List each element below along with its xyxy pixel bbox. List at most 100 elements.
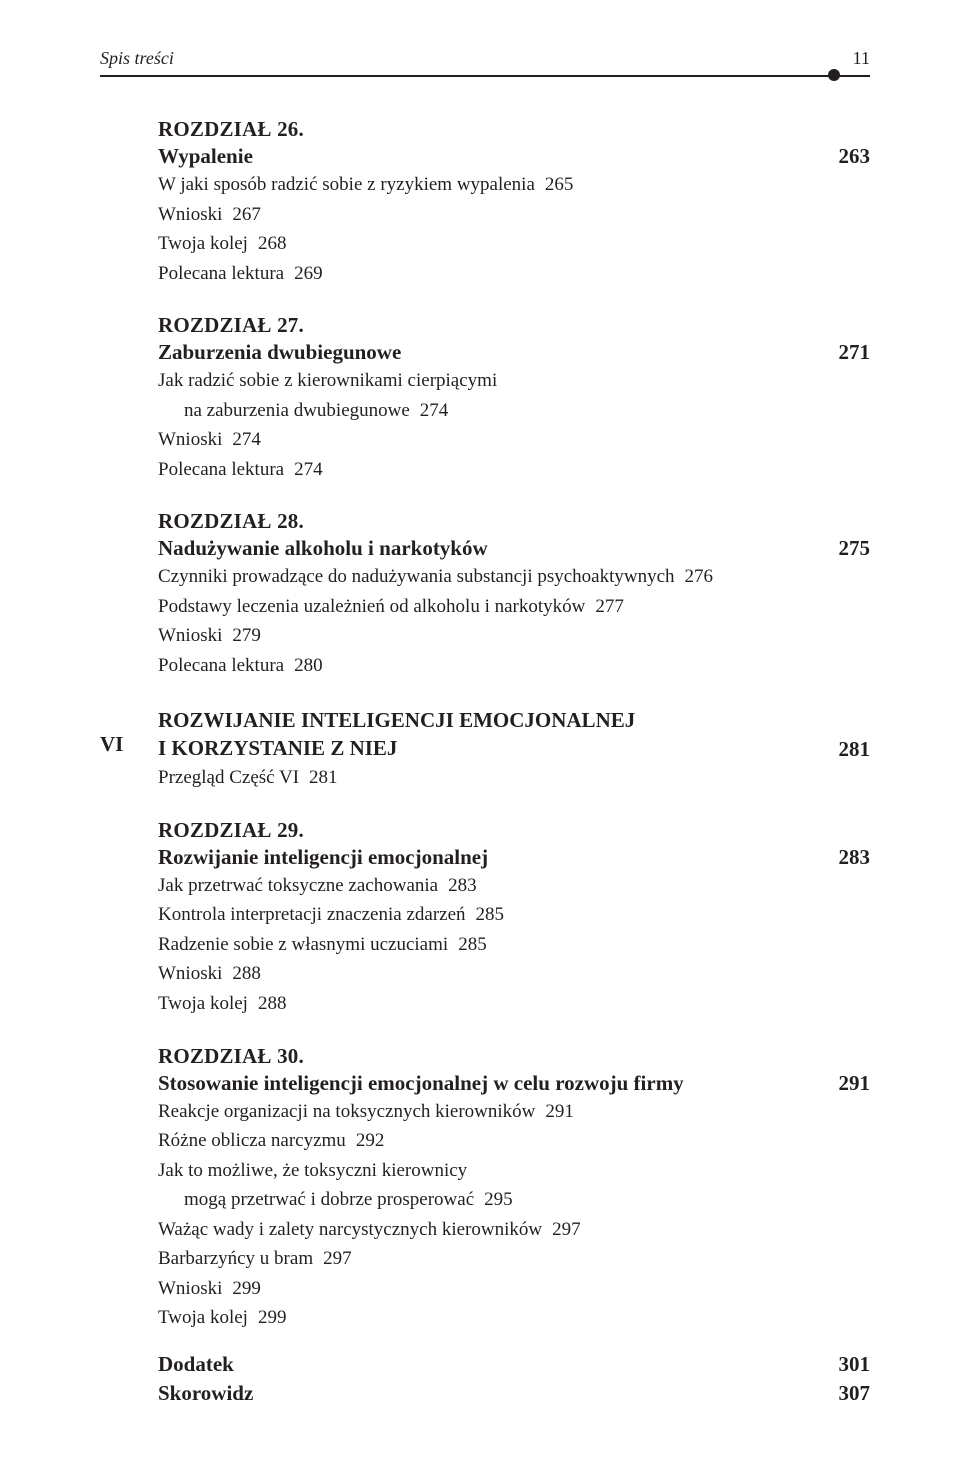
sub-text: Radzenie sobie z własnymi uczuciami: [158, 934, 448, 955]
chapter-label-26: ROZDZIAŁ 26.: [158, 117, 870, 142]
sub-text: Twoja kolej: [158, 1307, 248, 1328]
toc-sub: Reakcje organizacji na toksycznych kiero…: [158, 1098, 870, 1126]
toc-sub: Wnioski267: [158, 201, 870, 229]
sub-num: 288: [222, 963, 261, 984]
toc-sub: Wnioski279: [158, 622, 870, 650]
chapter-row-27: Zaburzenia dwubiegunowe 271: [158, 340, 870, 365]
chapter-page-26: 263: [823, 144, 871, 169]
header-rule: [100, 75, 870, 89]
toc-sub: Twoja kolej268: [158, 230, 870, 258]
sub-text: W jaki sposób radzić sobie z ryzykiem wy…: [158, 174, 535, 195]
sub-num: 297: [542, 1219, 581, 1240]
sub-text: Jak radzić sobie z kierownikami cierpiąc…: [158, 370, 497, 391]
sub-num: 267: [222, 204, 261, 225]
sub-text: Kontrola interpretacji znaczenia zdarzeń: [158, 904, 466, 925]
toc-sub: Jak radzić sobie z kierownikami cierpiąc…: [158, 367, 870, 395]
sub-text: Wnioski: [158, 204, 222, 225]
sub-num: 265: [535, 174, 574, 195]
toc-sub: Barbarzyńcy u bram297: [158, 1245, 870, 1273]
running-head-title: Spis treści: [100, 48, 174, 69]
sub-num: 292: [346, 1130, 385, 1151]
page: Spis treści 11 ROZDZIAŁ 26. Wypalenie 26…: [0, 0, 960, 1468]
chapter-page-29: 283: [823, 845, 871, 870]
sub-text: mogą przetrwać i dobrze prosperować: [184, 1189, 474, 1210]
part-marker-6: VI: [100, 732, 123, 757]
sub-text: Jak to możliwe, że toksyczni kierownicy: [158, 1160, 467, 1181]
sub-num: 281: [299, 767, 338, 788]
chapter-title-30: Stosowanie inteligencji emocjonalnej w c…: [158, 1071, 684, 1096]
sub-num: 276: [675, 566, 714, 587]
sub-text: Wnioski: [158, 625, 222, 646]
chapter-page-27: 271: [823, 340, 871, 365]
sub-num: 291: [535, 1101, 574, 1122]
chapter-title-27: Zaburzenia dwubiegunowe: [158, 340, 401, 365]
toc-sub: Wnioski288: [158, 960, 870, 988]
appendix-title: Dodatek: [158, 1352, 234, 1377]
chapter-title-26: Wypalenie: [158, 144, 253, 169]
part-row-6: ROZWIJANIE INTELIGENCJI EMOCJONALNEJ I K…: [158, 706, 870, 763]
sub-text: Różne oblicza narcyzmu: [158, 1130, 346, 1151]
sub-num: 269: [284, 263, 323, 284]
sub-num: 285: [448, 934, 487, 955]
sub-text: Czynniki prowadzące do nadużywania subst…: [158, 566, 675, 587]
toc-sub: Wnioski299: [158, 1275, 870, 1303]
chapter-label-27: ROZDZIAŁ 27.: [158, 313, 870, 338]
sub-text: Wnioski: [158, 963, 222, 984]
toc-sub: Ważąc wady i zalety narcystycznych kiero…: [158, 1216, 870, 1244]
toc-sub: Radzenie sobie z własnymi uczuciami285: [158, 931, 870, 959]
sub-num: 274: [222, 429, 261, 450]
sub-text: Wnioski: [158, 429, 222, 450]
sub-text: Wnioski: [158, 1278, 222, 1299]
sub-num: 299: [248, 1307, 287, 1328]
appendix-row: Dodatek 301: [158, 1352, 870, 1377]
part-title-6: ROZWIJANIE INTELIGENCJI EMOCJONALNEJ I K…: [158, 706, 635, 763]
index-row: Skorowidz 307: [158, 1381, 870, 1406]
chapter-page-30: 291: [823, 1071, 871, 1096]
toc-sub: W jaki sposób radzić sobie z ryzykiem wy…: [158, 171, 870, 199]
toc-sub: Różne oblicza narcyzmu292: [158, 1127, 870, 1155]
sub-text: Polecana lektura: [158, 655, 284, 676]
sub-text: Podstawy leczenia uzależnień od alkoholu…: [158, 596, 585, 617]
header-rule-dot: [828, 69, 840, 81]
header-rule-line: [100, 75, 870, 77]
toc-sub-cont: na zaburzenia dwubiegunowe274: [158, 397, 870, 425]
sub-num: 288: [248, 993, 287, 1014]
sub-num: 285: [466, 904, 505, 925]
toc-sub: Podstawy leczenia uzależnień od alkoholu…: [158, 593, 870, 621]
sub-num: 274: [284, 459, 323, 480]
toc-sub: Polecana lektura274: [158, 456, 870, 484]
toc-sub: Czynniki prowadzące do nadużywania subst…: [158, 563, 870, 591]
sub-text: Barbarzyńcy u bram: [158, 1248, 313, 1269]
sub-num: 274: [410, 400, 449, 421]
toc-sub: Twoja kolej299: [158, 1304, 870, 1332]
sub-num: 277: [585, 596, 624, 617]
chapter-label-29: ROZDZIAŁ 29.: [158, 818, 870, 843]
sub-text: Przegląd Część VI: [158, 767, 299, 788]
toc-sub: Twoja kolej288: [158, 990, 870, 1018]
running-head-page: 11: [853, 48, 870, 69]
sub-text: Jak przetrwać toksyczne zachowania: [158, 875, 438, 896]
sub-num: 268: [248, 233, 287, 254]
index-title: Skorowidz: [158, 1381, 253, 1406]
toc-sub: Jak to możliwe, że toksyczni kierownicy: [158, 1157, 870, 1185]
toc-content: ROZDZIAŁ 26. Wypalenie 263 W jaki sposób…: [100, 117, 870, 1406]
running-head: Spis treści 11: [100, 48, 870, 69]
toc-sub: Przegląd Część VI281: [158, 764, 870, 792]
toc-sub: Polecana lektura269: [158, 260, 870, 288]
chapter-row-26: Wypalenie 263: [158, 144, 870, 169]
chapter-title-28: Nadużywanie alkoholu i narkotyków: [158, 536, 488, 561]
chapter-page-28: 275: [823, 536, 871, 561]
chapter-row-29: Rozwijanie inteligencji emocjonalnej 283: [158, 845, 870, 870]
sub-num: 280: [284, 655, 323, 676]
index-page: 307: [823, 1381, 871, 1406]
sub-num: 283: [438, 875, 477, 896]
chapter-row-28: Nadużywanie alkoholu i narkotyków 275: [158, 536, 870, 561]
sub-text: na zaburzenia dwubiegunowe: [184, 400, 410, 421]
toc-sub: Polecana lektura280: [158, 652, 870, 680]
sub-text: Reakcje organizacji na toksycznych kiero…: [158, 1101, 535, 1122]
part-title-line1: ROZWIJANIE INTELIGENCJI EMOCJONALNEJ: [158, 708, 635, 732]
sub-text: Polecana lektura: [158, 459, 284, 480]
chapter-label-28: ROZDZIAŁ 28.: [158, 509, 870, 534]
sub-text: Twoja kolej: [158, 993, 248, 1014]
toc-sub: Jak przetrwać toksyczne zachowania283: [158, 872, 870, 900]
